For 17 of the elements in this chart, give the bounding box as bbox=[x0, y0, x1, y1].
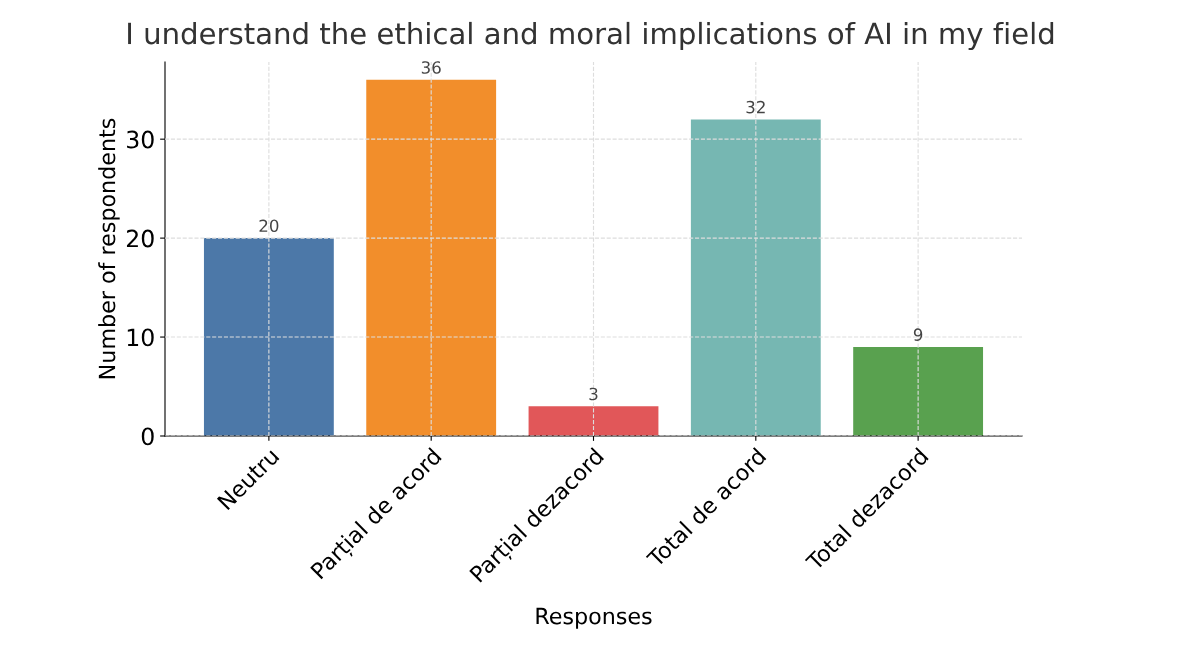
y-tick-label: 10 bbox=[127, 328, 154, 347]
data-label: 9 bbox=[913, 328, 923, 341]
bar bbox=[203, 238, 334, 436]
bar bbox=[366, 79, 497, 436]
y-tick-label: 0 bbox=[141, 427, 154, 446]
chart-title: I understand the ethical and moral implications of AI in my field bbox=[128, 21, 1054, 51]
bar bbox=[528, 406, 659, 436]
y-tick-label: 30 bbox=[127, 130, 154, 149]
y-tick-label: 20 bbox=[126, 229, 154, 248]
y-axis-title: Number of respondents bbox=[98, 118, 120, 379]
data-label: 32 bbox=[746, 100, 765, 114]
data-label: 20 bbox=[259, 219, 279, 233]
bar bbox=[853, 346, 984, 436]
bar bbox=[690, 119, 821, 436]
data-label: 3 bbox=[589, 387, 598, 401]
data-label: 36 bbox=[421, 61, 441, 74]
x-axis-title: Responses bbox=[536, 607, 652, 629]
